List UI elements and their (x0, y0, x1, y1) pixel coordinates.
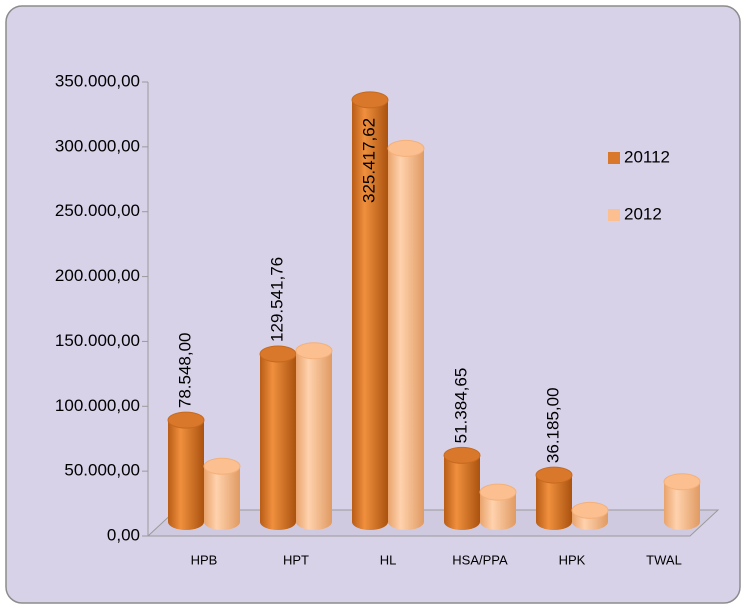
y-tick-label: 50.000,00 (64, 461, 140, 480)
bar (351, 91, 389, 531)
bar-top (167, 411, 205, 429)
x-tick-label: HPK (559, 552, 586, 567)
value-label: 51.384,65 (451, 368, 470, 444)
bar (479, 483, 517, 530)
bar-body (444, 455, 480, 530)
value-label: 129.541,76 (267, 257, 286, 342)
legend-swatch (608, 152, 620, 164)
bar-top (479, 483, 517, 501)
bar-top (259, 345, 297, 363)
x-tick-label: HSA/PPA (452, 552, 508, 567)
bar-body (536, 475, 572, 530)
x-tick-label: HL (380, 552, 397, 567)
x-tick-label: TWAL (646, 552, 682, 567)
y-tick-label: 350.000,00 (55, 71, 140, 90)
y-tick-label: 150.000,00 (55, 331, 140, 350)
value-label: 325.417,62 (359, 118, 378, 203)
y-tick-label: 300.000,00 (55, 136, 140, 155)
y-tick-label: 100.000,00 (55, 396, 140, 415)
x-tick-label: HPT (283, 552, 309, 567)
bar-top (535, 466, 573, 484)
y-tick-label: 250.000,00 (55, 201, 140, 220)
value-label: 78.548,00 (175, 332, 194, 408)
legend-label: 20112 (624, 147, 670, 166)
bar-body (352, 99, 388, 531)
bar-body (480, 492, 516, 530)
y-tick-label: 0,00 (107, 525, 140, 544)
bar-body (204, 466, 240, 530)
bar (167, 411, 205, 530)
y-tick-label: 200.000,00 (55, 266, 140, 285)
bar (443, 446, 481, 530)
bar-top (203, 457, 241, 475)
x-tick-label: HPB (191, 552, 218, 567)
legend-swatch (608, 209, 620, 221)
bar-top (663, 473, 701, 491)
bar-top (571, 501, 609, 519)
bar-body (260, 353, 296, 530)
bar-body (664, 481, 700, 530)
bar-top (295, 342, 333, 360)
bar-body (168, 420, 204, 530)
bar (663, 473, 701, 530)
bar (203, 457, 241, 530)
bar (295, 342, 333, 530)
bar-body (388, 148, 424, 530)
bar (535, 466, 573, 530)
bar (387, 139, 425, 530)
bar (571, 501, 609, 530)
bar-body (296, 350, 332, 530)
bar-top (387, 139, 425, 157)
value-label: 36.185,00 (543, 387, 562, 463)
legend-label: 2012 (624, 204, 662, 223)
bar-top (351, 91, 389, 109)
bar-top (443, 446, 481, 464)
bar (259, 345, 297, 530)
